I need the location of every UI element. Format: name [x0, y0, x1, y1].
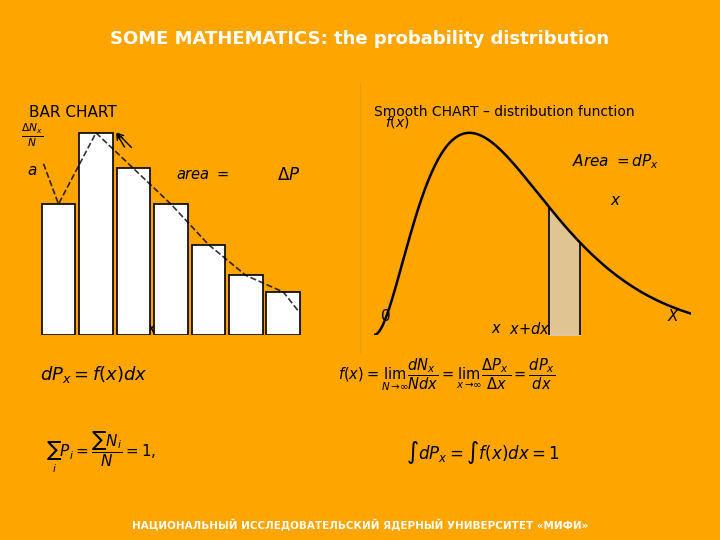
Text: $dP_x = f(x)dx$: $dP_x = f(x)dx$: [40, 364, 148, 385]
Text: $0$: $0$: [380, 308, 390, 324]
Text: $\int dP_x = \int f(x)dx = 1$: $\int dP_x = \int f(x)dx = 1$: [405, 439, 559, 466]
Text: area $=$: area $=$: [176, 167, 230, 182]
Bar: [229, 275, 263, 335]
Text: $\frac{\Delta N_x}{N}$: $\frac{\Delta N_x}{N}$: [22, 122, 43, 149]
Text: НАЦИОНАЛЬНЫЙ ИССЛЕДОВАТЕЛЬСКИЙ ЯДЕРНЫЙ УНИВЕРСИТЕТ «МИФИ»: НАЦИОНАЛЬНЫЙ ИССЛЕДОВАТЕЛЬСКИЙ ЯДЕРНЫЙ У…: [132, 518, 588, 530]
Text: $0$: $0$: [45, 308, 55, 324]
Bar: [79, 133, 113, 335]
Text: $\sum_i P_i = \dfrac{\sum N_i}{N} = 1,$: $\sum_i P_i = \dfrac{\sum N_i}{N} = 1,$: [45, 430, 156, 475]
Text: $X$: $X$: [667, 308, 680, 324]
Text: $\Delta P$: $\Delta P$: [277, 166, 300, 184]
Text: SOME MATHEMATICS: the probability distribution: SOME MATHEMATICS: the probability distri…: [110, 30, 610, 48]
Text: $f(x) = \lim_{N\,\to\infty}\dfrac{dN_x}{Ndx} = \lim_{x\,\to\infty}\dfrac{\Delta : $f(x) = \lim_{N\,\to\infty}\dfrac{dN_x}{…: [338, 356, 555, 393]
Text: BAR CHART: BAR CHART: [29, 105, 117, 120]
Text: $X$: $X$: [278, 308, 291, 324]
Bar: [154, 204, 188, 335]
Text: $x$: $x$: [491, 321, 503, 336]
Bar: [192, 245, 225, 335]
Text: Area $=dP_x$: Area $=dP_x$: [572, 152, 660, 171]
Bar: [42, 204, 76, 335]
Text: $f(x)$: $f(x)$: [385, 114, 410, 130]
Text: $a$: $a$: [27, 163, 37, 178]
Text: $x{+}a$: $x{+}a$: [145, 321, 179, 336]
Text: $x$: $x$: [610, 193, 621, 208]
Text: Smooth CHART – distribution function: Smooth CHART – distribution function: [374, 105, 635, 119]
Text: $x$: $x$: [131, 321, 143, 336]
Bar: [266, 292, 300, 335]
Text: $x{+}dx$: $x{+}dx$: [508, 321, 550, 337]
Bar: [117, 168, 150, 335]
